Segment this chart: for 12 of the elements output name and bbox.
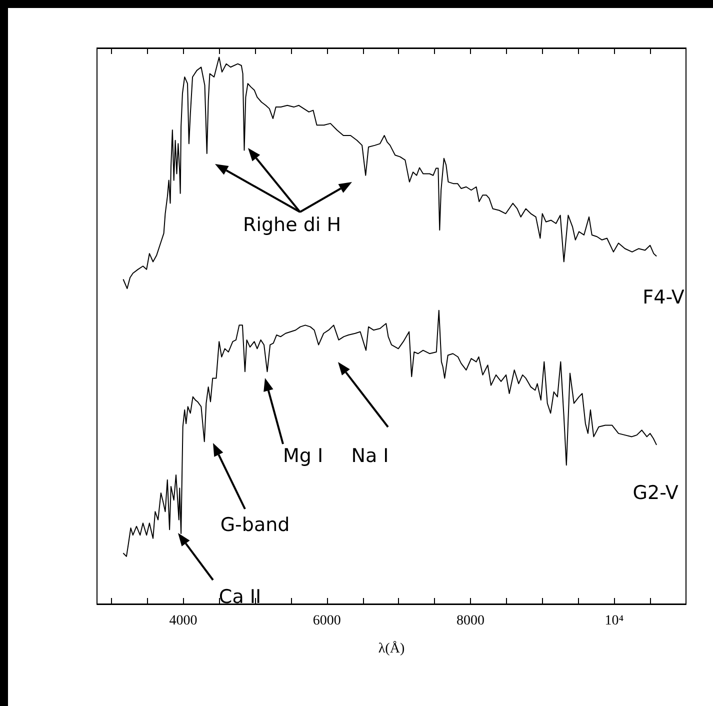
- x-tick-label: 8000: [456, 614, 485, 628]
- annotation: Na I: [351, 445, 389, 467]
- x-axis-title: λ(Å): [378, 640, 405, 656]
- series-label: F4-V: [642, 286, 684, 308]
- x-tick-label: 10⁴: [604, 614, 624, 628]
- x-tick-label: 4000: [169, 614, 198, 628]
- annotation: Righe di H: [243, 214, 341, 236]
- annotation: Mg I: [282, 445, 324, 467]
- text: G2-V: [632, 482, 678, 504]
- annotation: G-band: [220, 514, 290, 536]
- annotation: Ca II: [218, 586, 262, 608]
- x-tick-label: 6000: [312, 614, 341, 628]
